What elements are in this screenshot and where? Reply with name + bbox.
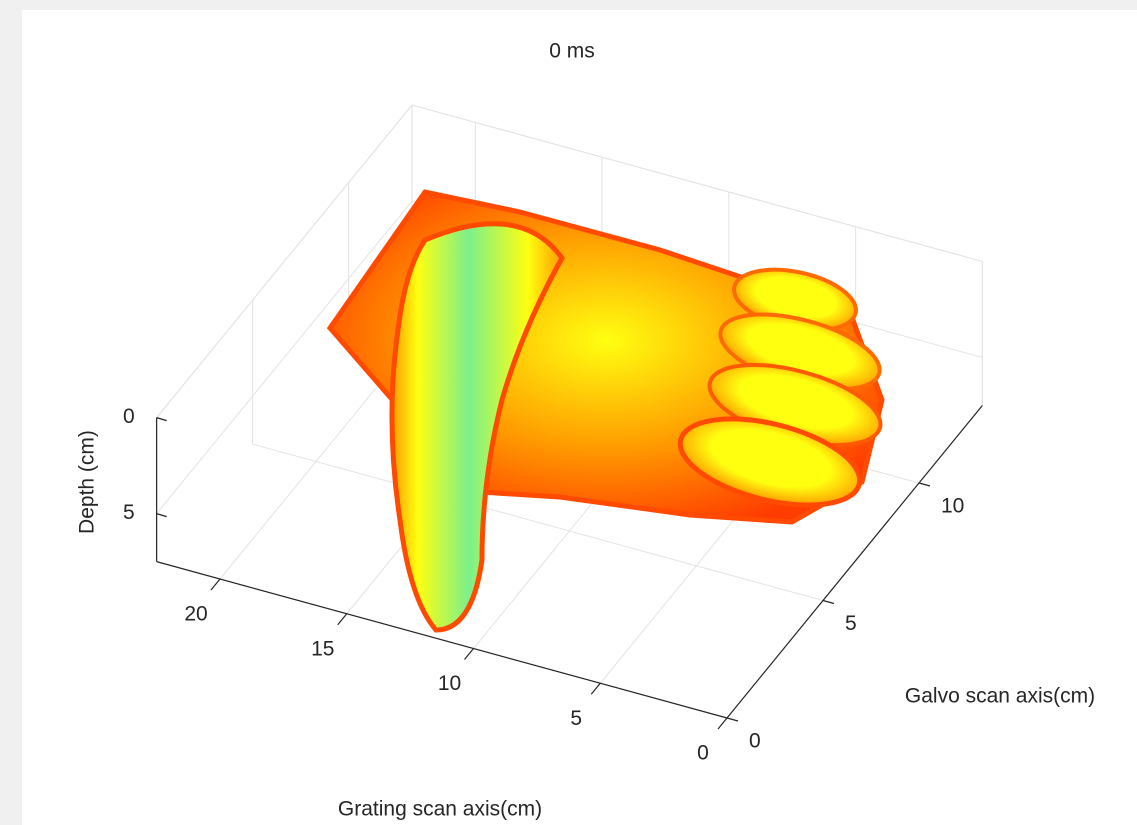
y-tick-label: 10 [941,495,964,518]
x-tick-label: 10 [438,672,461,695]
page: {"chart_data": {"type": "surface3d", "ti… [0,0,1137,825]
x-tick-label: 5 [570,707,582,730]
y-axis-label: Galvo scan axis(cm) [905,685,1095,708]
z-axis-label: Depth (cm) [76,430,99,534]
chart: 0 5 10 15 20 0 5 10 0 5 0 ms Grating scan axis(cm… [0,0,1137,825]
x-tick-label: 20 [184,603,207,626]
y-tick-label: 0 [749,730,761,753]
z-tick-label: 0 [123,405,135,428]
x-tick-label: 15 [311,637,334,660]
x-tick-label: 0 [697,742,709,765]
y-tick-label: 5 [845,612,857,635]
z-tick-label: 5 [123,501,135,524]
x-axis-label: Grating scan axis(cm) [338,798,542,821]
chart-title: 0 ms [549,40,595,63]
